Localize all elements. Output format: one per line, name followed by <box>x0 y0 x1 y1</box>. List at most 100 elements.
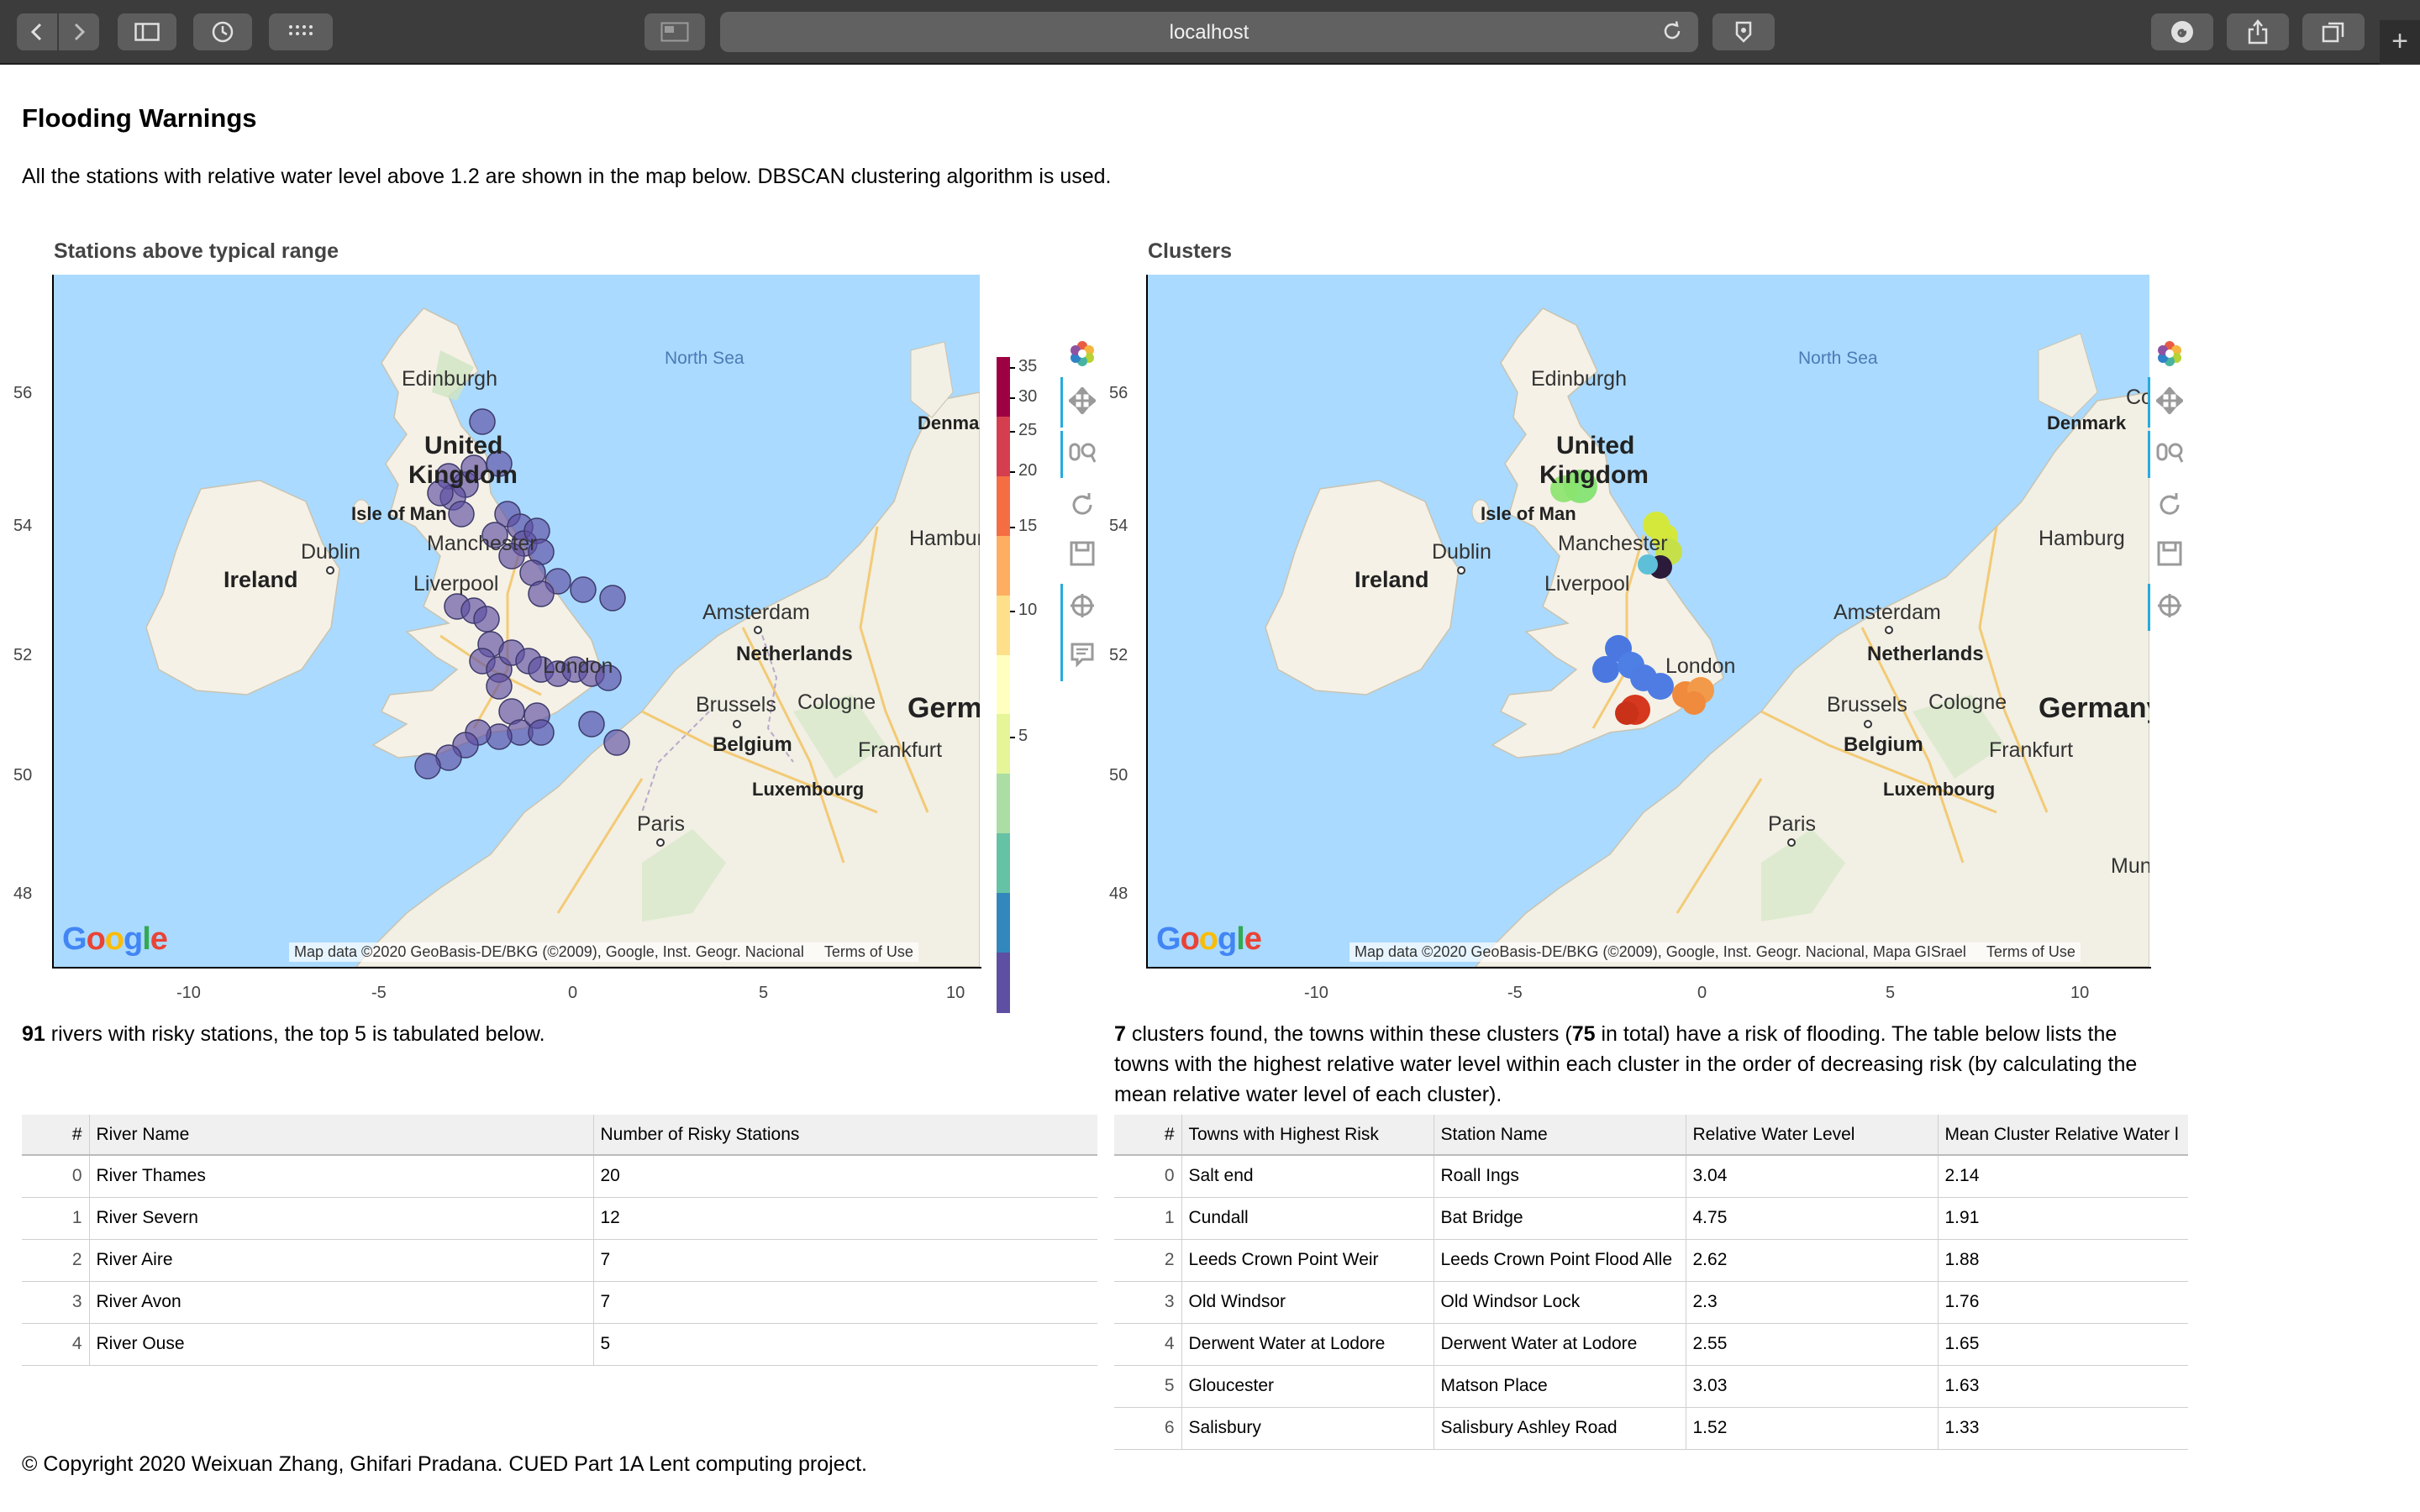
pan-tool-icon-2[interactable] <box>2148 382 2191 419</box>
label-paris: Paris <box>637 812 685 836</box>
label-amsterdam: Amsterdam <box>702 601 810 624</box>
label-liverpool-2: Liverpool <box>1544 572 1630 596</box>
table-row[interactable]: 6 Salisbury Salisbury Ashley Road 1.52 1.33 <box>1114 1407 2188 1450</box>
tab-overview-mini-button[interactable] <box>644 13 705 50</box>
top-sites-button[interactable] <box>269 13 333 50</box>
clusters-map[interactable]: North Sea Edinburgh United Kingdom Isle … <box>1148 275 2149 967</box>
colorbar-segment <box>997 416 1010 477</box>
shield-icon <box>1735 21 1752 43</box>
table-cell-town: Gloucester <box>1181 1365 1434 1408</box>
x-axis <box>52 967 981 969</box>
wheel-zoom-icon[interactable] <box>1060 434 1104 471</box>
table-row[interactable]: 0 Salt end Roall Ings 3.04 2.14 <box>1114 1155 2188 1198</box>
bokeh-logo-icon[interactable] <box>1060 335 1104 372</box>
y-axis-2 <box>1146 275 1148 969</box>
x-tick-0-2: 0 <box>1697 984 1707 1002</box>
cluster-markers[interactable] <box>1550 470 1714 725</box>
water-level-colorbar: 35 30 25 20 15 10 5 <box>997 357 1064 1021</box>
colorbar-segment <box>997 714 1010 775</box>
col-cluster-index[interactable]: # <box>1114 1115 1182 1156</box>
wheel-zoom-active-indicator <box>1060 431 1063 478</box>
label-isle-of-man: Isle of Man <box>351 503 447 524</box>
new-tab-button[interactable]: + <box>2380 20 2420 65</box>
save-icon-2[interactable] <box>2148 535 2191 572</box>
reset-icon-2[interactable] <box>2148 486 2191 523</box>
stations-map-basemap <box>145 307 980 967</box>
table-row[interactable]: 2 Leeds Crown Point Weir Leeds Crown Point… <box>1114 1239 2188 1282</box>
crosshair-icon-2[interactable] <box>2148 587 2191 624</box>
towns-count: 75 <box>1571 1022 1596 1046</box>
tab-overview-button[interactable] <box>2302 13 2365 50</box>
table-cell-mean: 2.14 <box>1938 1155 2188 1198</box>
y-tick-56-2: 56 <box>1109 384 1128 402</box>
table-row[interactable]: 4 Derwent Water at Lodore Derwent Water at… <box>1114 1323 2188 1366</box>
col-river-name[interactable]: River Name <box>89 1115 594 1156</box>
save-icon[interactable] <box>1060 535 1104 572</box>
label-copenhagen-2: Co <box>2126 386 2149 409</box>
label-frankfurt-2: Frankfurt <box>1989 738 2074 762</box>
history-button[interactable] <box>193 13 252 50</box>
amsterdam-dot <box>754 626 762 634</box>
clusters-count: 7 <box>1114 1022 1126 1046</box>
share-button[interactable] <box>2227 13 2289 50</box>
label-london: London <box>543 654 613 678</box>
label-london-2: London <box>1665 654 1736 678</box>
clusters-table[interactable]: # Towns with Highest Risk Station Name R… <box>1114 1115 2188 1450</box>
label-germany-2: Germany <box>2039 692 2149 724</box>
crosshair-icon[interactable] <box>1060 587 1104 624</box>
station-markers[interactable] <box>414 408 630 780</box>
table-row[interactable]: 3 River Avon 7 <box>22 1281 1097 1324</box>
y-tick-54-2: 54 <box>1109 517 1128 535</box>
y-tick-52-2: 52 <box>1109 646 1128 664</box>
col-mean-cluster-level[interactable]: Mean Cluster Relative Water l <box>1938 1115 2188 1156</box>
rivers-summary: 91 rivers with risky stations, the top 5… <box>22 1019 1081 1049</box>
y-tick-50: 50 <box>13 766 33 785</box>
table-row[interactable]: 1 River Severn 12 <box>22 1197 1097 1240</box>
label-kingdom-2: Kingdom <box>1539 461 1649 489</box>
wheel-zoom-icon-2[interactable] <box>2148 434 2191 471</box>
table-row[interactable]: 2 River Aire 7 <box>22 1239 1097 1282</box>
table-row[interactable]: 5 Gloucester Matson Place 3.03 1.63 <box>1114 1365 2188 1408</box>
reset-icon[interactable] <box>1060 486 1104 523</box>
x-axis-2 <box>1146 967 2151 969</box>
back-button[interactable] <box>17 13 57 50</box>
table-row[interactable]: 3 Old Windsor Old Windsor Lock 2.3 1.76 <box>1114 1281 2188 1324</box>
x-tick-5-2: 5 <box>1886 984 1896 1002</box>
extension-button[interactable] <box>2151 13 2213 50</box>
address-bar[interactable]: localhost <box>720 12 1698 52</box>
colorbar-label: 20 <box>1018 461 1038 480</box>
label-brussels-2: Brussels <box>1827 693 1907 717</box>
col-relative-level[interactable]: Relative Water Level <box>1686 1115 1939 1156</box>
label-north-sea-2: North Sea <box>1798 349 1878 368</box>
col-index[interactable]: # <box>22 1115 90 1156</box>
reload-icon[interactable] <box>1661 20 1683 46</box>
pan-tool-icon[interactable] <box>1060 382 1104 419</box>
colorbar-segment <box>997 475 1010 537</box>
col-station-name[interactable]: Station Name <box>1434 1115 1686 1156</box>
sidebar-icon <box>134 23 160 41</box>
amsterdam-dot-2 <box>1885 626 1893 634</box>
label-cologne-2: Cologne <box>1928 690 2007 714</box>
col-risky-stations[interactable]: Number of Risky Stations <box>593 1115 1097 1156</box>
browser-toolbar: localhost + <box>0 0 2420 65</box>
forward-button[interactable] <box>59 13 99 50</box>
table-cell-idx: 2 <box>22 1239 90 1282</box>
bokeh-logo-icon-2[interactable] <box>2148 335 2191 372</box>
dublin-dot-2 <box>1457 566 1465 575</box>
reader-button[interactable] <box>1712 13 1775 50</box>
table-cell-name: River Severn <box>89 1197 594 1240</box>
label-isle-of-man-2: Isle of Man <box>1481 503 1576 524</box>
col-towns[interactable]: Towns with Highest Risk <box>1181 1115 1434 1156</box>
table-row[interactable]: 1 Cundall Bat Bridge 4.75 1.91 <box>1114 1197 2188 1240</box>
table-row[interactable]: 0 River Thames 20 <box>22 1155 1097 1198</box>
table-cell-station: Old Windsor Lock <box>1434 1281 1686 1324</box>
hover-tooltip-icon[interactable] <box>1060 636 1104 673</box>
y-tick-54: 54 <box>13 517 33 535</box>
table-cell-station: Derwent Water at Lodore <box>1434 1323 1686 1366</box>
stations-map[interactable]: North Sea Edinburgh United Kingdom Isle … <box>54 275 980 967</box>
pan-active-indicator-2 <box>2148 377 2150 428</box>
label-hamburg: Hamburg <box>909 527 980 550</box>
sidebar-button[interactable] <box>118 13 176 50</box>
table-row[interactable]: 4 River Ouse 5 <box>22 1323 1097 1366</box>
